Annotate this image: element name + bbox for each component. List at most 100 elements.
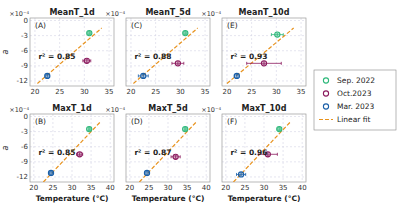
grid-line bbox=[30, 80, 114, 81]
subplot-title: MaxT_5d bbox=[148, 104, 188, 113]
x-tick-label: 30 bbox=[80, 88, 89, 96]
grid-line bbox=[301, 18, 302, 86]
x-tick-label: 30 bbox=[272, 88, 281, 96]
grid-line bbox=[126, 146, 210, 147]
legend-line bbox=[319, 119, 333, 120]
y-tick-label: -3 bbox=[21, 32, 28, 40]
subplot: 20253035400-3-6-9-12MaxT_1daTemperature … bbox=[1, 104, 115, 203]
y-error-bar bbox=[46, 74, 49, 77]
point bbox=[173, 154, 178, 159]
x-error-bar bbox=[88, 32, 91, 35]
r2-annotation: r² = 0.85 bbox=[38, 52, 75, 61]
point bbox=[87, 127, 92, 132]
r2-annotation: r² = 0.85 bbox=[38, 148, 75, 157]
x-error-bar bbox=[145, 171, 149, 174]
grid-line bbox=[30, 176, 114, 177]
y-error-bar bbox=[50, 171, 53, 174]
y-error-bar bbox=[276, 33, 279, 36]
point bbox=[45, 73, 50, 78]
grid-line bbox=[126, 65, 210, 66]
x-error-bar bbox=[172, 62, 184, 65]
subplot-title: MaxT_1d bbox=[52, 104, 92, 113]
fit-line bbox=[37, 28, 101, 83]
x-axis-label: Temperature (°C) bbox=[132, 194, 205, 203]
subplot-label: (E) bbox=[227, 21, 238, 30]
y-axis-label: a bbox=[1, 145, 10, 150]
x-tick-label: 40 bbox=[298, 184, 307, 192]
y-error-bar bbox=[263, 62, 266, 65]
x-error-bar bbox=[271, 33, 283, 36]
x-tick-label: 30 bbox=[164, 184, 173, 192]
x-tick-label: 30 bbox=[176, 88, 185, 96]
figure: 202530350-3-6-9-12MeanT_1da(A)×10⁻⁴r² = … bbox=[0, 0, 400, 222]
x-axis-label: Temperature (°C) bbox=[36, 194, 109, 203]
subplot: 20253035MeanT_10d(E)×10⁻⁴r² = 0.93 bbox=[201, 8, 306, 96]
y-tick-label: -6 bbox=[21, 143, 29, 151]
point bbox=[141, 73, 146, 78]
point bbox=[77, 152, 82, 157]
grid-line bbox=[222, 146, 306, 147]
y-error-bar bbox=[88, 32, 91, 35]
legend-label: Sep. 2022 bbox=[337, 76, 375, 85]
subplot: 20253035MeanT_5d(C)×10⁻⁴r² = 0.88 bbox=[105, 8, 210, 96]
scale-label: ×10⁻⁴ bbox=[105, 106, 125, 114]
scale-label: ×10⁻⁴ bbox=[9, 10, 29, 18]
subplot-title: MeanT_5d bbox=[145, 8, 191, 17]
plot-frame bbox=[30, 18, 114, 86]
x-tick-label: 25 bbox=[240, 184, 249, 192]
point bbox=[48, 170, 53, 175]
grid-line bbox=[222, 176, 306, 177]
legend-marker bbox=[323, 104, 328, 109]
y-tick-label: 0 bbox=[24, 113, 28, 121]
x-error-bar bbox=[171, 155, 180, 158]
grid-line bbox=[222, 131, 306, 132]
y-error-bar bbox=[184, 32, 187, 35]
legend-label: Linear fit bbox=[337, 115, 370, 124]
x-tick-label: 20 bbox=[29, 184, 38, 192]
y-axis-label: a bbox=[1, 49, 10, 54]
y-error-bar bbox=[78, 153, 81, 156]
x-tick-label: 20 bbox=[30, 88, 39, 96]
x-error-bar bbox=[278, 128, 281, 131]
grid-line bbox=[180, 18, 181, 86]
subplot-label: (D) bbox=[131, 117, 143, 126]
grid-line bbox=[30, 35, 114, 36]
point bbox=[275, 32, 280, 37]
y-tick-label: 0 bbox=[24, 17, 28, 25]
plot-frame bbox=[126, 114, 210, 182]
x-axis-label: Temperature (°C) bbox=[228, 194, 301, 203]
grid-line bbox=[222, 161, 306, 162]
x-error-bar bbox=[45, 74, 49, 77]
point bbox=[87, 31, 92, 36]
x-error-bar bbox=[247, 62, 282, 65]
r2-annotation: r² = 0.93 bbox=[230, 52, 267, 61]
grid-line bbox=[302, 114, 303, 182]
x-error-bar bbox=[88, 128, 90, 131]
grid-line bbox=[30, 146, 114, 147]
x-tick-label: 35 bbox=[105, 88, 114, 96]
x-tick-label: 40 bbox=[202, 184, 211, 192]
scale-label: ×10⁻⁴ bbox=[105, 10, 125, 18]
r2-annotation: r² = 0.87 bbox=[134, 148, 171, 157]
grid-line bbox=[187, 114, 188, 182]
subplot-label: (F) bbox=[227, 117, 237, 126]
plot-frame bbox=[30, 114, 114, 182]
y-error-bar bbox=[174, 155, 177, 158]
grid-line bbox=[222, 35, 306, 36]
point bbox=[84, 58, 89, 63]
grid-line bbox=[126, 80, 210, 81]
grid-line bbox=[126, 35, 210, 36]
x-tick-label: 35 bbox=[183, 184, 192, 192]
grid-line bbox=[222, 80, 306, 81]
grid-line bbox=[126, 131, 210, 132]
grid-line bbox=[283, 114, 284, 182]
grid-line bbox=[30, 131, 114, 132]
grid-line bbox=[126, 176, 210, 177]
grid-line bbox=[84, 18, 85, 86]
y-tick-label: -9 bbox=[21, 158, 28, 166]
plot-frame bbox=[222, 114, 306, 182]
fit-line bbox=[227, 28, 294, 83]
x-tick-label: 25 bbox=[151, 88, 160, 96]
y-tick-label: -3 bbox=[21, 128, 28, 136]
scale-label: ×10⁻⁴ bbox=[201, 10, 221, 18]
